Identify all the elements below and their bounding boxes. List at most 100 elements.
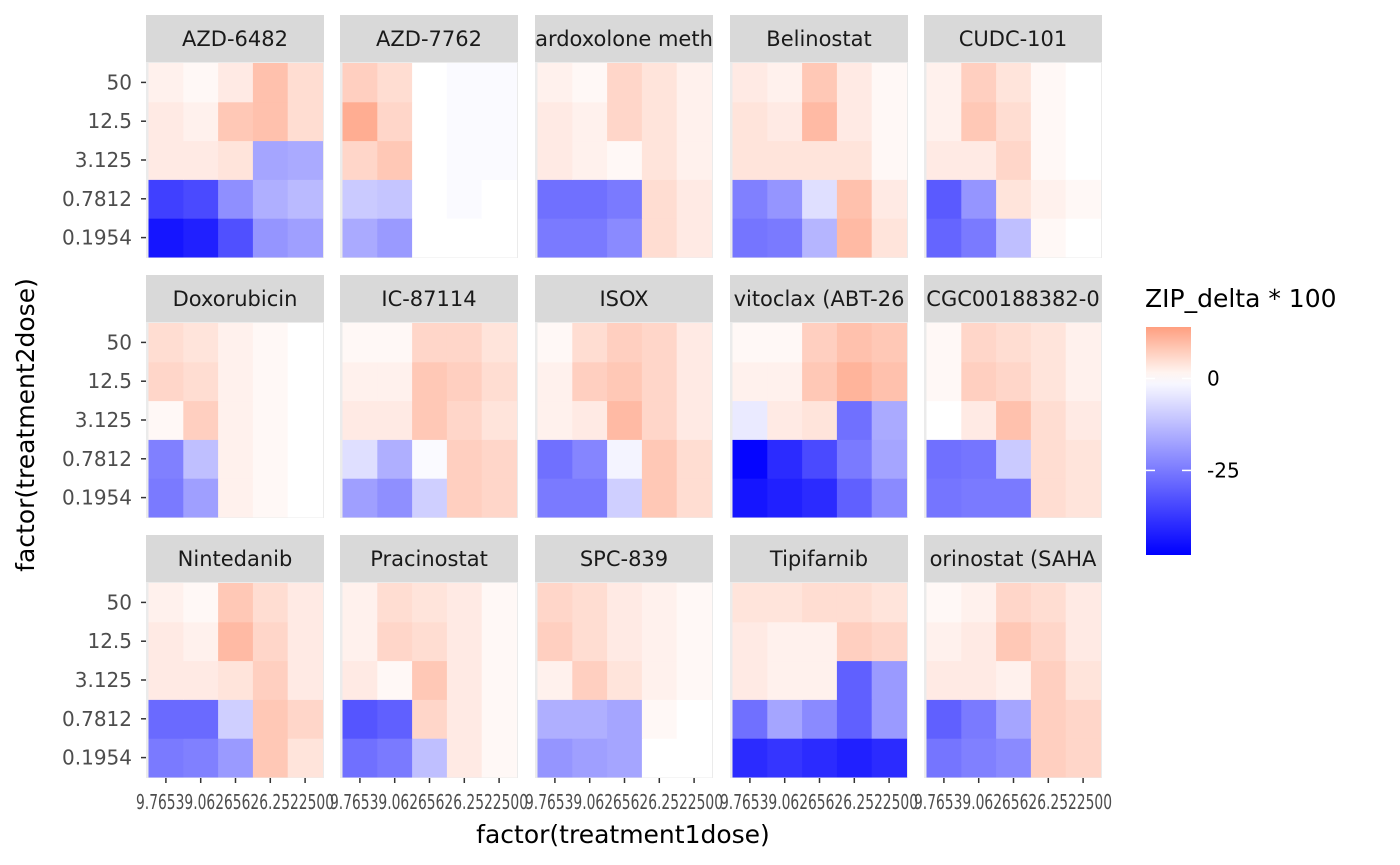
heatmap-cell: [148, 478, 184, 518]
heatmap-cell: [287, 323, 323, 363]
heatmap-cell: [218, 140, 254, 180]
heatmap-cell: [183, 361, 219, 402]
heatmap-cell: [802, 218, 838, 258]
heatmap-cell: [961, 400, 997, 440]
heatmap-cell: [218, 439, 254, 479]
heatmap-cell: [252, 179, 289, 219]
heatmap-cell: [996, 179, 1032, 219]
heatmap-cell: [183, 101, 219, 142]
heatmap-cell: [342, 478, 378, 518]
heatmap-cell: [607, 63, 643, 103]
heatmap-cell: [732, 140, 768, 180]
heatmap-cell: [732, 621, 768, 662]
heatmap-cell: [802, 621, 838, 662]
facet-strip: [730, 275, 908, 322]
heatmap-cell: [183, 140, 219, 180]
heatmap-cell: [572, 140, 608, 180]
heatmap-cell: [961, 621, 997, 662]
heatmap-cell: [996, 218, 1032, 258]
facet-strip: [535, 15, 713, 62]
heatmap-cell: [1030, 361, 1067, 402]
heatmap-cell: [1030, 323, 1067, 363]
heatmap-cell: [641, 478, 678, 518]
heatmap-cell: [1030, 140, 1067, 180]
heatmap-cell: [377, 361, 413, 402]
y-tick-label: 50: [107, 70, 132, 94]
heatmap-cell: [446, 439, 483, 479]
heatmap-cell: [607, 140, 643, 180]
heatmap-cell: [287, 101, 323, 142]
heatmap-cell: [412, 400, 448, 440]
legend-title: ZIP_delta * 100: [1145, 284, 1337, 313]
heatmap-cell: [961, 63, 997, 103]
heatmap-cell: [732, 101, 768, 142]
heatmap-cell: [572, 583, 608, 623]
heatmap-cell: [537, 179, 573, 219]
heatmap-cell: [412, 361, 448, 402]
facet-panel: CGC00188382-0: [924, 275, 1102, 518]
heatmap-cell: [732, 699, 768, 739]
heatmap-cell: [446, 583, 483, 623]
heatmap-cell: [607, 361, 643, 402]
heatmap-cell: [767, 478, 803, 518]
heatmap-cell: [871, 179, 907, 219]
facet-panels: AZD-6482 0.1954 0.7812 3.125 12.5 50 AZD-7762 a…: [62, 15, 1112, 814]
y-tick-label: 3.125: [75, 148, 132, 172]
heatmap-cell: [572, 218, 608, 258]
heatmap-cell: [996, 361, 1032, 402]
heatmap-cell: [767, 63, 803, 103]
facet-label: orinostat (SAHA: [930, 547, 1097, 571]
heatmap-cell: [377, 738, 413, 778]
heatmap-cell: [377, 63, 413, 103]
heatmap-cell: [252, 699, 289, 739]
heatmap-cell: [412, 101, 448, 142]
facet-panel: SPC-839 9.76539.06265626.2522500: [525, 535, 723, 814]
heatmap-cell: [871, 699, 907, 739]
heatmap-cell: [871, 621, 907, 662]
x-tick-labels: 9.76539.06265626.2522500: [330, 790, 528, 814]
heatmap-cell: [926, 323, 962, 363]
heatmap-cell: [607, 660, 643, 700]
facet-label: Nintedanib: [178, 547, 293, 571]
heatmap-cell: [148, 140, 184, 180]
heatmap-cell: [572, 738, 608, 778]
heatmap-cell: [377, 101, 413, 142]
heatmap-cell: [148, 621, 184, 662]
heatmap-cell: [1065, 660, 1101, 700]
y-tick-label: 50: [107, 590, 132, 614]
heatmap-cell: [572, 400, 608, 440]
y-axis-title: factor(treatment2dose): [11, 278, 40, 572]
heatmap-cell: [926, 738, 962, 778]
facet-panel: IC-87114: [340, 275, 518, 518]
facet-strip: [146, 275, 324, 322]
facet-label: Pracinostat: [370, 547, 488, 571]
facet-panel: Nintedanib 0.1954 0.7812 3.125 12.5 50 9.76539…: [62, 535, 334, 814]
heatmap-cell: [183, 738, 219, 778]
heatmap-cell: [412, 439, 448, 479]
heatmap-cell: [183, 179, 219, 219]
heatmap-cell: [377, 478, 413, 518]
heatmap-cell: [961, 660, 997, 700]
heatmap-cell: [572, 699, 608, 739]
facet-label: IC-87114: [381, 287, 476, 311]
heatmap-cell: [1065, 323, 1101, 363]
y-tick-label: 0.7812: [62, 447, 132, 471]
heatmap-cell: [342, 323, 378, 363]
heatmap-cell: [148, 101, 184, 142]
heatmap-cell: [607, 400, 643, 440]
heatmap-cell: [641, 699, 678, 739]
heatmap-cell: [676, 179, 712, 219]
facet-panel: Pracinostat 9.76539.06265626.2522500: [330, 535, 528, 814]
heatmap-cell: [252, 478, 289, 518]
heatmap-cell: [537, 660, 573, 700]
heatmap-cell: [412, 323, 448, 363]
heatmap-cell: [926, 101, 962, 142]
heatmap-cell: [342, 101, 378, 142]
heatmap-cell: [218, 101, 254, 142]
heatmap-cell: [148, 218, 184, 258]
heatmap-cell: [996, 140, 1032, 180]
heatmap-cell: [871, 400, 907, 440]
y-tick-label: 0.1954: [62, 226, 132, 250]
heatmap-cell: [148, 179, 184, 219]
heatmap-cell: [446, 323, 483, 363]
